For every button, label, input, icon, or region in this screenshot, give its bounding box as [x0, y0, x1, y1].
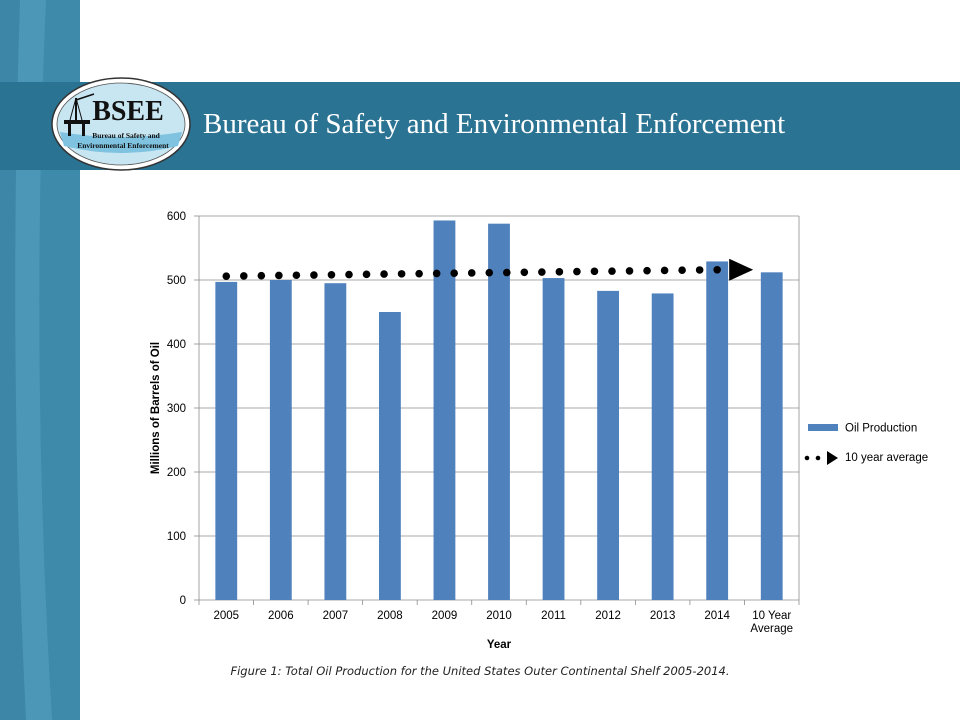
average-line-dot [327, 270, 336, 279]
bars-layer [215, 220, 783, 601]
average-line-dot [345, 270, 353, 279]
bar-10-year-average [760, 272, 783, 600]
bar-2014 [706, 261, 729, 600]
average-line-dot [485, 268, 494, 277]
bsee-logo: BSEE Bureau of Safety and Environmental … [51, 77, 191, 171]
average-line-dot [222, 272, 231, 280]
average-line-dot [660, 266, 669, 275]
bar-2012 [597, 290, 619, 600]
average-line-dot [678, 266, 686, 275]
y-tick-label: 500 [167, 275, 186, 287]
average-line-dot [310, 271, 318, 279]
logo-subtext-2: Environmental Enforcement [77, 141, 169, 150]
x-tick-label: 2013 [650, 610, 676, 622]
average-line-dot [643, 266, 651, 275]
x-tick-label: 2014 [704, 610, 730, 622]
figure-caption: Figure 1: Total Oil Production for the U… [230, 664, 730, 678]
y-tick-label: 400 [167, 339, 186, 351]
average-line-dot [520, 268, 529, 277]
average-line-dot [275, 271, 283, 280]
average-line-dot [502, 268, 511, 277]
x-tick-label: 2008 [377, 610, 403, 622]
logo-acronym: BSEE [92, 96, 164, 127]
x-tick-label: 2012 [595, 610, 621, 622]
x-tick-label: 2007 [323, 610, 349, 622]
average-line-dot [695, 266, 704, 274]
x-tick-label: 10 Year Average [750, 610, 793, 635]
y-tick-label: 600 [167, 211, 186, 223]
average-line-dot [573, 267, 581, 276]
bar-2013 [651, 293, 674, 600]
x-tick-label: 2005 [213, 610, 239, 622]
average-line-dot [713, 265, 721, 274]
x-tick-label: 2011 [541, 610, 566, 622]
legend-marker-dot [804, 455, 810, 461]
y-tick-label: 100 [167, 531, 186, 543]
oil-rig-icon [64, 93, 95, 136]
bar-2005 [215, 281, 238, 600]
x-tick-label: 2009 [432, 610, 458, 622]
x-tick-label: 2010 [486, 610, 512, 622]
bar-2010 [488, 223, 510, 600]
average-line-dot [608, 267, 616, 275]
average-line-dot [292, 271, 301, 280]
average-line-arrow [729, 258, 754, 281]
legend-label-oil-production: Oil Production [845, 423, 917, 435]
average-line-dot [415, 269, 423, 278]
y-axis-label: Millions of Barrels of Oil [150, 342, 162, 474]
average-line-dot [590, 267, 599, 276]
y-tick-label: 0 [180, 595, 186, 607]
x-tick-label: 2006 [268, 610, 294, 622]
legend-swatch-oil-production [808, 424, 838, 431]
legend-marker-dot [815, 455, 821, 461]
logo-subtext-1: Bureau of Safety and [92, 131, 160, 140]
y-tick-label: 300 [167, 403, 186, 415]
legend-label-average: 10 year average [845, 452, 928, 464]
bar-2008 [379, 312, 401, 600]
average-line-layer [222, 258, 754, 281]
average-line-dot [362, 270, 371, 279]
average-line-dot [432, 269, 441, 278]
bar-2006 [269, 280, 292, 600]
axis-layer: 0 100 200 300 400 500 600 2005 2006 2007 2008 2009 2… [167, 211, 800, 635]
y-tick-label: 200 [167, 467, 186, 479]
x-axis-label: Year [487, 639, 512, 651]
page-title: Bureau of Safety and Environmental Enfor… [203, 108, 786, 140]
average-line-dot [257, 271, 266, 280]
legend-marker-arrow [827, 451, 838, 465]
average-line-dot [467, 269, 476, 277]
average-line-dot [538, 268, 546, 276]
average-line-dot [240, 272, 248, 280]
average-line-dot [555, 268, 564, 276]
bar-2011 [542, 278, 565, 600]
legend: Oil Production 10 year average [804, 423, 928, 465]
average-line-dot [450, 269, 458, 277]
average-line-dot [397, 270, 406, 278]
average-line-dot [625, 267, 634, 275]
bar-2009 [433, 220, 456, 601]
average-line-dot [380, 270, 388, 278]
bar-2007 [324, 283, 347, 600]
